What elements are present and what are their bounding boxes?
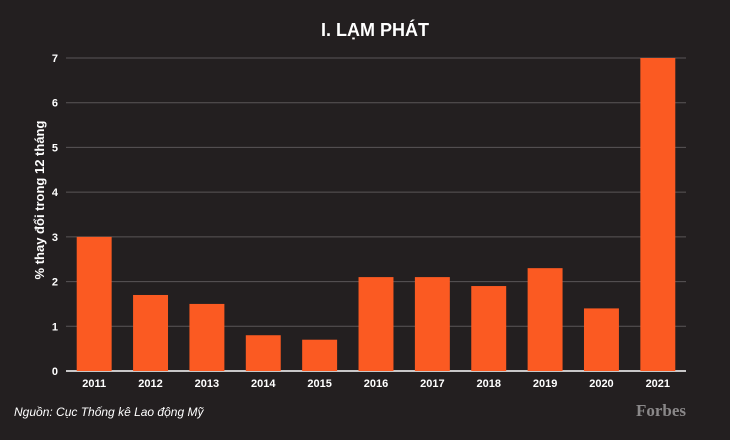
y-tick-1: 1 <box>52 321 58 333</box>
x-tick-2015: 2015 <box>307 378 331 390</box>
x-tick-2013: 2013 <box>195 378 219 390</box>
gridlines <box>66 57 686 372</box>
y-tick-7: 7 <box>52 53 58 65</box>
x-tick-labels: 2011 2012 2013 2014 2015 2016 2017 2018 2019 2020… <box>82 378 670 390</box>
bar-2016 <box>358 277 394 371</box>
x-tick-2012: 2012 <box>138 378 162 390</box>
bar-2021 <box>640 58 676 371</box>
bar-2019 <box>527 268 563 371</box>
x-tick-2014: 2014 <box>251 378 276 390</box>
forbes-logo: Forbes <box>636 401 686 420</box>
y-tick-labels: 0 1 2 3 4 5 6 7 <box>52 53 59 378</box>
x-tick-2011: 2011 <box>82 378 106 390</box>
bar-2018 <box>471 286 507 371</box>
y-tick-6: 6 <box>52 98 58 110</box>
y-tick-0: 0 <box>52 366 58 378</box>
y-tick-4: 4 <box>52 187 59 199</box>
chart-title: I. LẠM PHÁT <box>321 19 429 40</box>
bar-2012 <box>133 294 169 371</box>
bar-2017 <box>414 277 450 371</box>
bar-2014 <box>245 335 281 371</box>
x-tick-2017: 2017 <box>420 378 444 390</box>
y-tick-3: 3 <box>52 232 58 244</box>
x-tick-2019: 2019 <box>533 378 557 390</box>
x-tick-2018: 2018 <box>476 378 500 390</box>
x-tick-2020: 2020 <box>589 378 613 390</box>
y-axis-label: % thay đổi trong 12 tháng <box>32 120 47 279</box>
source-note: Nguồn: Cục Thống kê Lao động Mỹ <box>14 405 204 419</box>
bar-2015 <box>302 339 338 371</box>
y-tick-5: 5 <box>52 142 58 154</box>
x-tick-2016: 2016 <box>364 378 388 390</box>
bar-2020 <box>583 308 619 371</box>
bar-2013 <box>189 303 225 371</box>
bar-2011 <box>76 236 112 371</box>
y-tick-2: 2 <box>52 277 58 289</box>
bars <box>76 58 676 371</box>
x-tick-2021: 2021 <box>646 378 670 390</box>
